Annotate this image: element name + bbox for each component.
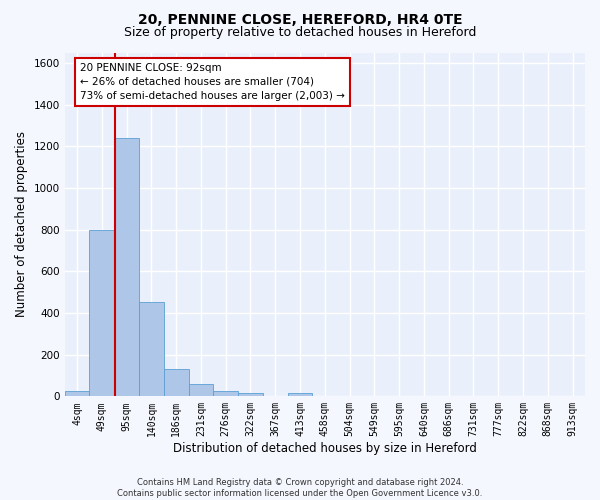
Bar (164, 369, 188, 396)
Text: 20 PENNINE CLOSE: 92sqm
← 26% of detached houses are smaller (704)
73% of semi-d: 20 PENNINE CLOSE: 92sqm ← 26% of detache… (80, 63, 345, 101)
Y-axis label: Number of detached properties: Number of detached properties (15, 132, 28, 318)
Bar (238, 393, 263, 396)
Bar (65, 391, 89, 396)
Bar (89, 230, 114, 396)
X-axis label: Distribution of detached houses by size in Hereford: Distribution of detached houses by size … (173, 442, 477, 455)
Bar (188, 384, 214, 396)
Bar (139, 302, 164, 396)
Text: Contains HM Land Registry data © Crown copyright and database right 2024.
Contai: Contains HM Land Registry data © Crown c… (118, 478, 482, 498)
Bar (287, 393, 313, 396)
Text: 20, PENNINE CLOSE, HEREFORD, HR4 0TE: 20, PENNINE CLOSE, HEREFORD, HR4 0TE (137, 12, 463, 26)
Text: Size of property relative to detached houses in Hereford: Size of property relative to detached ho… (124, 26, 476, 39)
Bar (114, 138, 139, 396)
Bar (214, 391, 238, 396)
